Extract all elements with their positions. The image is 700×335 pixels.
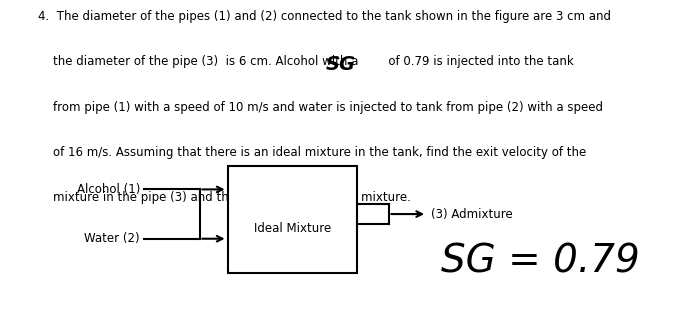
Text: of 16 m/s. Assuming that there is an ideal mixture in the tank, find the exit ve: of 16 m/s. Assuming that there is an ide…	[38, 146, 587, 159]
Text: 4.  The diameter of the pipes (1) and (2) connected to the tank shown in the fig: 4. The diameter of the pipes (1) and (2)…	[38, 10, 612, 23]
Text: the diameter of the pipe (3)  is 6 cm. Alcohol with a        of 0.79 is injected: the diameter of the pipe (3) is 6 cm. Al…	[38, 55, 574, 68]
Text: Ideal Mixture: Ideal Mixture	[253, 221, 331, 234]
Text: from pipe (1) with a speed of 10 m/s and water is injected to tank from pipe (2): from pipe (1) with a speed of 10 m/s and…	[38, 100, 603, 114]
Bar	[228, 166, 357, 273]
Text: mixture in the pipe (3) and the specific mass of the mixture.: mixture in the pipe (3) and the specific…	[38, 191, 412, 204]
Text: SG: SG	[326, 55, 356, 74]
Text: (3) Admixture: (3) Admixture	[430, 208, 512, 220]
Text: Alcohol (1): Alcohol (1)	[76, 183, 140, 196]
Text: Water (2): Water (2)	[85, 232, 140, 245]
Text: SG = 0.79: SG = 0.79	[441, 242, 640, 280]
